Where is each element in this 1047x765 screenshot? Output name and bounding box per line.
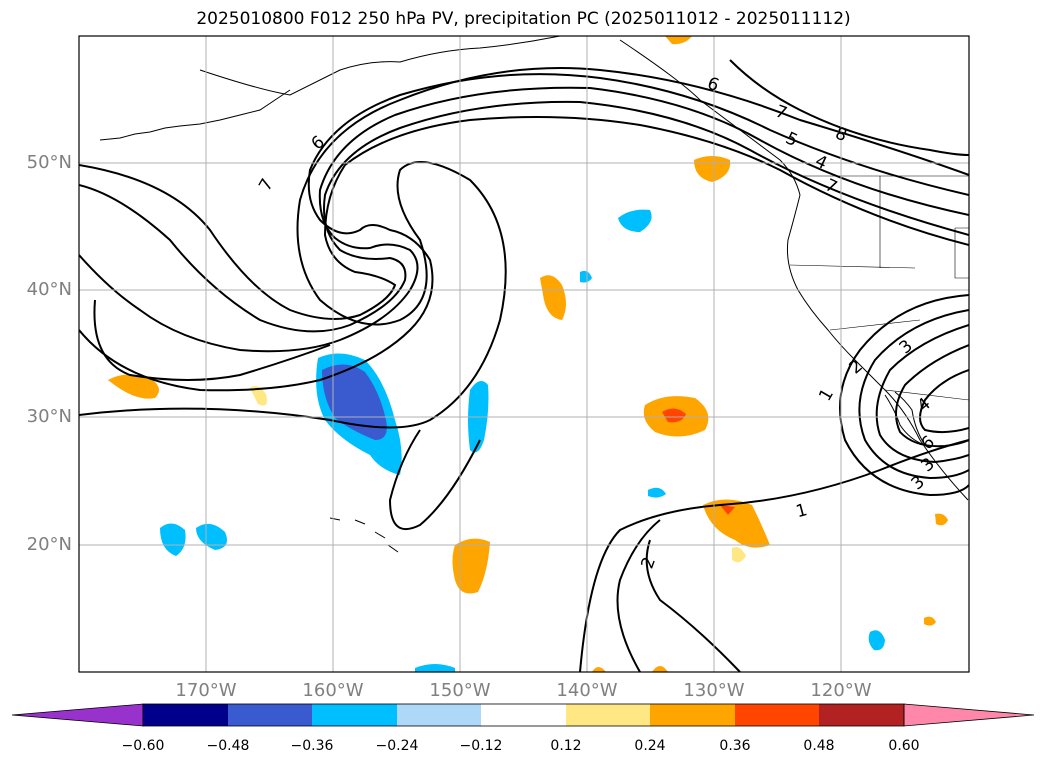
colorbar-tick-label: 0.60 — [888, 738, 920, 754]
colorbar-tick-label: 0.24 — [634, 738, 666, 754]
contour-label: 7 — [255, 175, 278, 194]
lat-label-50: 50°N — [26, 152, 72, 173]
precip-pos-area — [703, 499, 770, 548]
precip-neg-area — [868, 630, 885, 651]
lat-label-20: 20°N — [26, 534, 72, 555]
pv-contour-16 — [729, 59, 969, 156]
colorbar-segment — [397, 704, 481, 726]
colorbar — [11, 703, 1035, 727]
pv-contour-2 — [79, 73, 969, 392]
colorbar-segment — [228, 704, 312, 726]
contour-label: 5 — [782, 128, 800, 151]
precip-pos-area — [665, 36, 692, 45]
colorbar-extend-high — [903, 703, 1035, 727]
alaska-coast — [199, 36, 561, 96]
contour-label: 3 — [918, 454, 939, 476]
colorbar-tick-label: 0.12 — [550, 738, 582, 754]
contour-label: 4 — [914, 394, 935, 416]
contour-label: 1 — [794, 500, 810, 522]
colorbar-segment — [819, 704, 904, 726]
precip-pos-area — [108, 374, 159, 399]
colorbar-segment — [735, 704, 819, 726]
lon-label-120w: 120°W — [810, 680, 872, 701]
precip-pos-area — [935, 513, 948, 526]
precip-pos-area — [452, 538, 490, 594]
pv-contour-7 — [388, 429, 481, 531]
precip-neg-area — [648, 487, 666, 498]
precip-neg-area — [160, 523, 186, 556]
precip-neg-area — [415, 664, 455, 672]
pv-contour-3 — [79, 86, 969, 353]
us-mexico-border — [884, 389, 969, 401]
pv-contour-10 — [875, 324, 969, 464]
precip-pos-core — [720, 505, 735, 515]
colorbar-tick-label: 0.48 — [803, 738, 835, 754]
colorbar-segment — [481, 704, 566, 726]
colorbar-segment — [650, 704, 735, 726]
hawaii-islands — [329, 517, 399, 553]
precip-neg-area — [580, 270, 592, 283]
pv-contour-9 — [858, 309, 969, 480]
pv-contour-14 — [616, 519, 661, 672]
precip-pos-area — [592, 667, 606, 672]
precip-pos-area — [732, 547, 746, 563]
lon-label-150w: 150°W — [429, 680, 491, 701]
contour-label: 2 — [637, 554, 659, 571]
lon-label-160w: 160°W — [302, 680, 364, 701]
contour-label: 7 — [773, 101, 790, 123]
precip-pos-area — [652, 666, 668, 672]
precip-pos-area — [540, 275, 566, 320]
colorbar-tick-label: −0.12 — [459, 738, 503, 754]
pv-contour-5 — [79, 115, 969, 320]
lon-label-140w: 140°W — [556, 680, 618, 701]
precip-neg-area — [196, 523, 228, 550]
colorbar-segment — [143, 704, 228, 726]
gridlines — [79, 36, 969, 672]
contour-label: 1 — [815, 385, 838, 404]
pv-contour-6 — [93, 299, 331, 381]
contour-label: 7 — [822, 175, 840, 198]
contour-label: 2 — [846, 356, 867, 378]
contour-label: 3 — [896, 336, 917, 358]
lon-label-170w: 170°W — [175, 680, 237, 701]
contour-label: 6 — [918, 432, 939, 454]
colorbar-tick-label: 0.36 — [719, 738, 751, 754]
precip-neg-core — [322, 364, 387, 440]
colorbar-frame — [142, 703, 905, 727]
map-frame — [78, 35, 970, 673]
colorbar-extend-low — [11, 703, 144, 727]
state-boxes — [954, 227, 969, 279]
colorbar-tick-label: −0.24 — [375, 738, 419, 754]
pv-contour-4 — [79, 100, 969, 333]
coastlines — [99, 36, 969, 553]
precip-pos-area — [924, 616, 936, 626]
colorbar-tick-label: −0.36 — [290, 738, 334, 754]
colorbar-segment — [566, 704, 650, 726]
pv-contours — [79, 59, 969, 672]
aleutian-islands — [99, 89, 291, 141]
lat-label-40: 40°N — [26, 279, 72, 300]
lon-label-130w: 130°W — [683, 680, 745, 701]
precip-neg-area — [618, 209, 652, 232]
pacific-coast-us — [787, 194, 969, 501]
colorbar-tick-label: −0.48 — [206, 738, 250, 754]
contour-label: 3 — [908, 472, 929, 494]
map-plot: 6 7 6 7 5 4 8 7 1 2 3 4 3 6 1 2 3 — [79, 36, 969, 672]
precip-pos-core — [662, 408, 686, 423]
lat-label-30: 30°N — [26, 406, 72, 427]
map-title: 2025010800 F012 250 hPa PV, precipitatio… — [196, 9, 851, 29]
pv-contour-15 — [645, 539, 741, 672]
colorbar-segment — [312, 704, 397, 726]
colorbar-tick-label: −0.60 — [121, 738, 165, 754]
pv-contour-8 — [839, 294, 969, 497]
precip-shading — [108, 36, 948, 672]
pv-contour-1 — [79, 67, 969, 429]
pv-contour-13 — [579, 439, 969, 672]
precip-pos-area — [250, 386, 267, 406]
precip-pos-area — [694, 156, 731, 182]
